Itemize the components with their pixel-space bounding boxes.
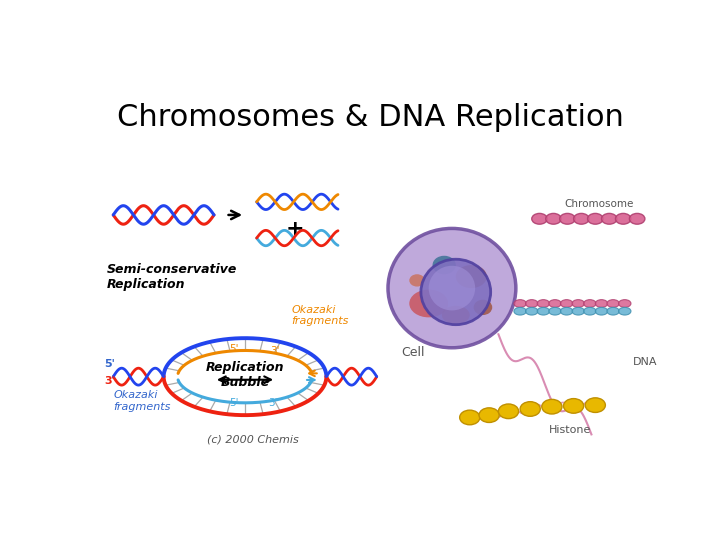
Text: 5': 5' [230, 398, 239, 408]
Text: 3': 3' [270, 346, 279, 355]
Ellipse shape [514, 300, 526, 307]
Ellipse shape [409, 289, 448, 318]
Ellipse shape [549, 307, 561, 315]
Ellipse shape [584, 307, 596, 315]
Ellipse shape [498, 404, 518, 418]
Ellipse shape [546, 213, 561, 224]
Ellipse shape [514, 307, 526, 315]
Ellipse shape [607, 307, 619, 315]
Text: Chromosome: Chromosome [564, 199, 634, 209]
Ellipse shape [595, 307, 608, 315]
Text: 5': 5' [230, 344, 239, 354]
Ellipse shape [560, 307, 573, 315]
Ellipse shape [459, 410, 480, 425]
Ellipse shape [474, 300, 492, 315]
Ellipse shape [559, 213, 575, 224]
Ellipse shape [618, 300, 631, 307]
Ellipse shape [428, 266, 475, 310]
Ellipse shape [520, 402, 540, 416]
Text: Okazaki
fragments: Okazaki fragments [292, 305, 349, 326]
Ellipse shape [479, 408, 499, 422]
Text: Cell: Cell [402, 346, 425, 359]
Ellipse shape [388, 228, 516, 348]
Ellipse shape [574, 213, 589, 224]
Ellipse shape [564, 399, 584, 413]
Ellipse shape [542, 400, 562, 414]
Ellipse shape [537, 307, 549, 315]
Text: +: + [286, 219, 305, 239]
Text: Replication
Bubble: Replication Bubble [206, 361, 284, 389]
Text: Semi-conservative
Replication: Semi-conservative Replication [107, 264, 238, 292]
Text: Okazaki
fragments: Okazaki fragments [113, 390, 171, 412]
Ellipse shape [601, 213, 617, 224]
Ellipse shape [549, 300, 561, 307]
Ellipse shape [572, 307, 585, 315]
Text: (c) 2000 Chemis: (c) 2000 Chemis [207, 434, 299, 444]
Ellipse shape [433, 256, 456, 274]
Ellipse shape [456, 265, 487, 288]
Text: 5': 5' [104, 360, 114, 369]
Ellipse shape [629, 213, 645, 224]
Ellipse shape [532, 213, 547, 224]
Ellipse shape [607, 300, 619, 307]
Ellipse shape [409, 274, 425, 287]
Text: Chromosomes & DNA Replication: Chromosomes & DNA Replication [117, 103, 624, 132]
Ellipse shape [526, 307, 538, 315]
Ellipse shape [572, 300, 585, 307]
Text: Histone: Histone [549, 425, 592, 435]
Ellipse shape [595, 300, 608, 307]
Text: DNA: DNA [632, 357, 657, 367]
Ellipse shape [442, 306, 469, 325]
Text: 3': 3' [269, 398, 278, 408]
Ellipse shape [588, 213, 603, 224]
Ellipse shape [537, 300, 549, 307]
Ellipse shape [526, 300, 538, 307]
Ellipse shape [560, 300, 573, 307]
Ellipse shape [616, 213, 631, 224]
Ellipse shape [585, 398, 606, 413]
Text: 3': 3' [104, 376, 114, 386]
Ellipse shape [618, 307, 631, 315]
Ellipse shape [584, 300, 596, 307]
Ellipse shape [421, 259, 490, 325]
